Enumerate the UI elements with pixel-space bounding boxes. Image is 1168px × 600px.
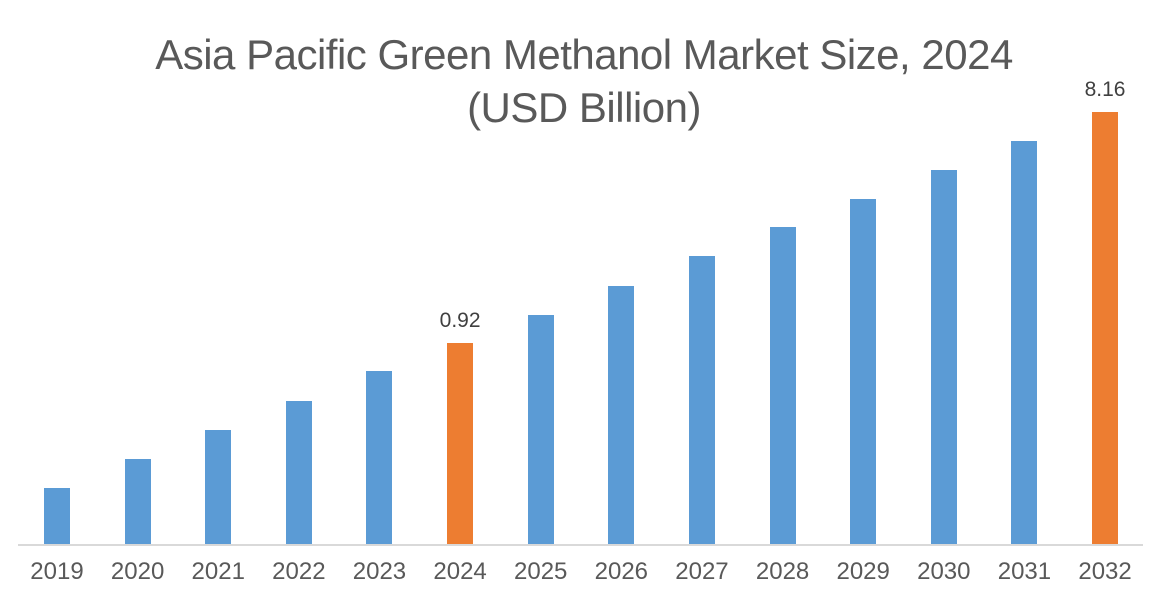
x-tick-label-2024: 2024 xyxy=(433,558,487,585)
x-tick-label-2019: 2019 xyxy=(30,558,84,585)
bar-2025 xyxy=(527,315,554,544)
x-tick-label-2031: 2031 xyxy=(997,558,1052,585)
bar-2020 xyxy=(124,459,151,544)
value-label-2032: 8.16 xyxy=(1084,78,1126,101)
x-axis-line xyxy=(18,544,1143,546)
bar-2026 xyxy=(608,286,635,544)
x-tick-label-2026: 2026 xyxy=(594,558,649,585)
chart-title-line2: (USD Billion) xyxy=(467,84,701,131)
bar-2032 xyxy=(1092,112,1119,544)
chart-title: Asia Pacific Green Methanol Market Size,… xyxy=(0,28,1168,134)
x-tick-label-2032: 2032 xyxy=(1078,558,1132,585)
bar-2021 xyxy=(205,430,232,544)
x-tick-label-2025: 2025 xyxy=(514,558,568,585)
bar-2024 xyxy=(447,343,474,544)
bar-2029 xyxy=(850,199,877,544)
bar-2022 xyxy=(285,401,312,544)
chart-title-line1: Asia Pacific Green Methanol Market Size,… xyxy=(155,31,1013,78)
bar-2023 xyxy=(366,371,393,544)
value-label-2024: 0.92 xyxy=(439,309,481,332)
x-tick-label-2028: 2028 xyxy=(755,558,810,585)
x-tick-label-2022: 2022 xyxy=(272,558,326,585)
x-tick-label-2027: 2027 xyxy=(675,558,729,585)
x-tick-label-2030: 2030 xyxy=(917,558,971,585)
bar-2019 xyxy=(44,488,70,544)
x-tick-label-2021: 2021 xyxy=(191,558,245,585)
x-tick-label-2020: 2020 xyxy=(110,558,165,585)
x-tick-label-2023: 2023 xyxy=(352,558,407,585)
bar-2028 xyxy=(769,227,796,544)
bar-2030 xyxy=(930,170,957,544)
bar-2031 xyxy=(1011,141,1038,544)
x-tick-label-2029: 2029 xyxy=(836,558,890,585)
bar-2027 xyxy=(688,256,715,544)
